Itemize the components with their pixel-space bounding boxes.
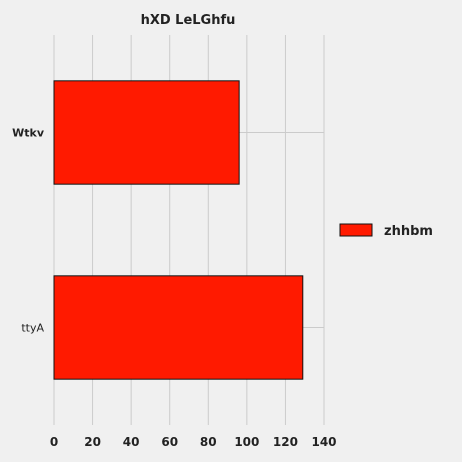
bar-layer [53, 80, 304, 380]
legend-swatch [339, 223, 373, 237]
x-tick-label: 40 [123, 435, 140, 449]
y-axis-ticks: Wtkv ttyA [12, 127, 45, 335]
x-tick-label: 0 [50, 435, 58, 449]
bar-Wtkv [53, 80, 240, 185]
legend: zhhbm [339, 223, 433, 239]
x-tick-label: 140 [311, 435, 336, 449]
y-tick-label: Wtkv [12, 127, 45, 140]
x-axis-ticks: 0 20 40 60 80 100 120 140 [50, 435, 337, 449]
bar-ttyA [53, 275, 304, 380]
x-tick-label: 60 [161, 435, 178, 449]
x-tick-label: 100 [234, 435, 259, 449]
y-tick-label: ttyA [21, 322, 44, 335]
chart-title: hXD LeLGhfu [141, 13, 236, 28]
x-tick-label: 80 [200, 435, 217, 449]
x-tick-label: 120 [273, 435, 298, 449]
legend-label: zhhbm [384, 224, 433, 239]
x-tick-label: 20 [84, 435, 101, 449]
